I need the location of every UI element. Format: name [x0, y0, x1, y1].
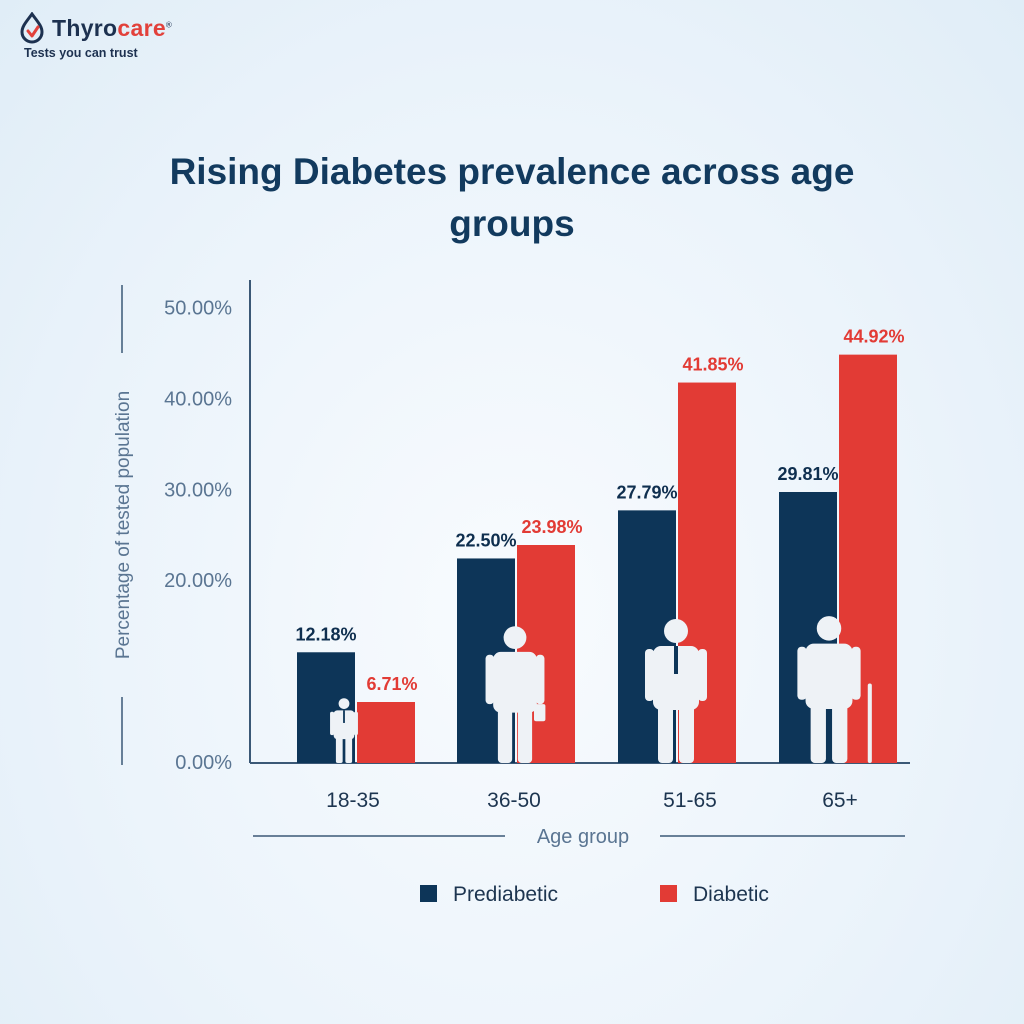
figure-leg [345, 736, 353, 763]
figure-head [503, 626, 527, 649]
legend-diabetic-label: Diabetic [693, 883, 769, 906]
y-tick-label: 20.00% [164, 570, 232, 592]
figure-head [664, 619, 688, 643]
figure-arm [645, 649, 654, 701]
prediabetic-value-label: 22.50% [455, 530, 516, 550]
figure-head [816, 616, 842, 641]
y-axis-label: Percentage of tested population [113, 391, 134, 659]
figure-arm [353, 711, 358, 736]
figure-head [338, 698, 350, 709]
chart-title: Rising Diabetes prevalence across age gr… [169, 151, 855, 244]
diabetic-value-label: 6.71% [366, 674, 417, 694]
figure-leg [497, 707, 513, 763]
y-tick-label: 0.00% [175, 752, 232, 774]
x-tick-label: 51-65 [663, 789, 717, 812]
registered-mark: ® [165, 19, 173, 29]
figure-leg [658, 705, 673, 763]
diabetic-value-label: 23.98% [521, 517, 582, 537]
y-axis-label-group: Percentage of tested population [113, 285, 134, 765]
figure-torso [653, 646, 699, 710]
y-tick-label: 30.00% [164, 479, 232, 501]
y-tick-label: 40.00% [164, 388, 232, 410]
y-tick-label: 50.00% [164, 297, 232, 319]
figure-arm [330, 711, 335, 736]
brand-header: Thyrocare® Tests you can trust [18, 12, 172, 60]
tie-icon [674, 646, 678, 674]
figure-arm [535, 654, 545, 705]
legend-prediabetic-label: Prediabetic [453, 883, 558, 906]
figure-leg [335, 736, 343, 763]
x-tick-label: 36-50 [487, 789, 541, 812]
x-tick-label: 65+ [822, 789, 858, 812]
figure-arm [797, 646, 807, 700]
figure-torso [805, 643, 853, 709]
person-figure-icon [645, 619, 707, 763]
thyrocare-logo-icon [20, 12, 44, 44]
brand-name-main: Thyro [52, 14, 118, 41]
brand-name: Thyrocare® [52, 15, 172, 42]
brand-tagline: Tests you can trust [24, 46, 138, 60]
prediabetic-value-label: 12.18% [295, 624, 356, 644]
figure-torso [493, 651, 537, 713]
figure-leg [832, 703, 848, 763]
figure-leg [679, 705, 694, 763]
x-tick-label: 18-35 [326, 789, 380, 812]
person-figure-icon [485, 626, 546, 763]
diabetic-value-label: 44.92% [843, 327, 904, 347]
x-axis-label: Age group [537, 826, 629, 848]
legend-prediabetic-swatch [420, 885, 437, 902]
figure-arm [485, 654, 495, 705]
prediabetic-value-label: 27.79% [616, 482, 677, 502]
person-figure-icon [797, 616, 872, 763]
briefcase-icon [534, 704, 546, 722]
figure-leg [517, 707, 533, 763]
person-figure-icon [330, 698, 358, 763]
figure-arm [851, 646, 861, 700]
figure-torso [333, 710, 355, 740]
diabetic-bar [357, 702, 415, 763]
legend-diabetic-swatch [660, 885, 677, 902]
brand-name-accent: care [117, 14, 166, 41]
tie-icon [343, 710, 345, 723]
prediabetic-value-label: 29.81% [777, 464, 838, 484]
diabetic-value-label: 41.85% [682, 355, 743, 375]
figure-leg [810, 703, 826, 763]
figure-arm [698, 649, 707, 701]
cane-icon [867, 683, 872, 763]
